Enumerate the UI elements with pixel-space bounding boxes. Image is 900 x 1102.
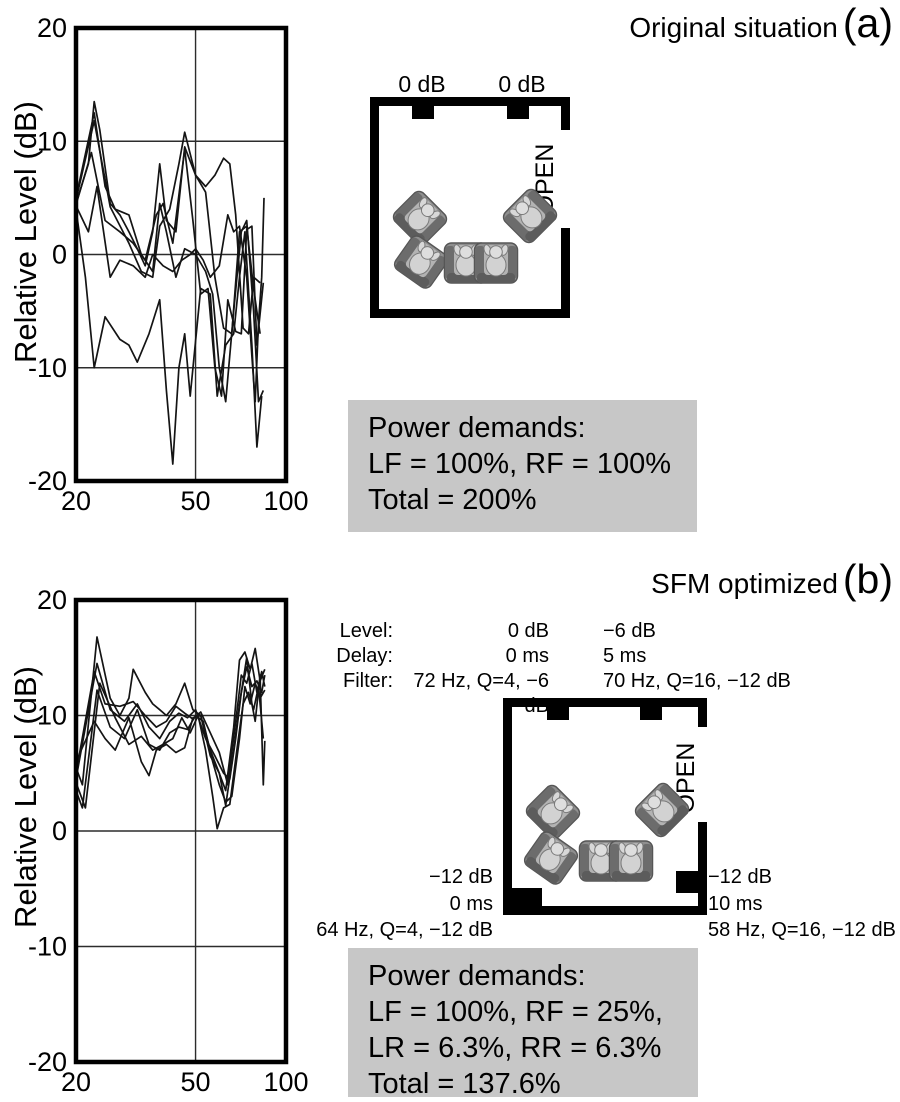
delay-row-label: Delay: — [336, 645, 393, 667]
subwoofer-front-right-b — [640, 700, 662, 720]
x-tick-label: 100 — [263, 1067, 308, 1097]
y-tick-label: -20 — [28, 466, 67, 496]
power-demands-title-a: Power demands: — [368, 412, 586, 444]
power-demands-box-a: Power demands: LF = 100%, RF = 100% Tota… — [348, 400, 697, 532]
listener-chair — [473, 242, 519, 284]
panel-a-title-text: Original situation — [629, 12, 838, 43]
power-demands-rears-b: LR = 6.3%, RR = 6.3% — [368, 1032, 662, 1064]
y-tick-label: -10 — [28, 353, 67, 383]
panel-a-title: Original situation (a) — [629, 0, 893, 47]
listener-chair — [391, 232, 451, 292]
room-a-bottom-wall — [370, 309, 570, 318]
level-row-label: Level: — [339, 620, 393, 642]
room-a-left-wall — [370, 97, 379, 318]
response-curve-seat-5 — [75, 656, 266, 807]
listener-chair — [521, 828, 581, 888]
room-b-bottom-wall — [503, 906, 707, 915]
settings-row-level: Level: 0 dB −6 dB — [330, 619, 791, 644]
panel-b-title-text: SFM optimized — [651, 568, 838, 599]
y-axis-title: Relative Level (dB) — [8, 101, 43, 363]
room-a-right-wall-upper — [561, 97, 570, 130]
level-front-left: 0 dB — [507, 620, 549, 642]
x-tick-label: 50 — [181, 1067, 211, 1097]
power-demands-box-b: Power demands: LF = 100%, RF = 25%, LR =… — [348, 948, 698, 1100]
rear-right-level: −12 dB — [708, 866, 772, 888]
subwoofer-front-right-a — [507, 99, 529, 119]
room-b-right-wall-upper — [698, 698, 707, 727]
listener-chair — [522, 781, 584, 843]
settings-row-filter: Filter: 72 Hz, Q=4, −6 dB 70 Hz, Q=16, −… — [330, 669, 791, 719]
plot-border — [73, 25, 289, 484]
room-diagram-b: OPEN — [503, 698, 707, 915]
x-tick-label: 20 — [61, 486, 91, 516]
y-axis-title: Relative Level (dB) — [8, 666, 43, 928]
y-tick-label: -10 — [28, 932, 67, 962]
x-tick-label: 20 — [61, 1067, 91, 1097]
listener-chair — [608, 840, 654, 882]
subwoofer-front-left-a — [412, 99, 434, 119]
power-demands-title-b: Power demands: — [368, 960, 586, 992]
y-tick-label: 0 — [52, 816, 67, 846]
response-curve-seat-1 — [75, 100, 261, 335]
y-tick-label: 0 — [52, 240, 67, 270]
y-tick-label: 10 — [37, 701, 67, 731]
rear-left-delay: 0 ms — [449, 892, 493, 915]
filter-row-label: Filter: — [343, 670, 393, 692]
x-tick-label: 50 — [181, 486, 211, 516]
rear-left-sub-settings: −12 dB 0 ms 64 Hz, Q=4, −12 dB — [300, 864, 493, 944]
y-tick-label: 20 — [37, 13, 67, 43]
rear-right-delay: 10 ms — [708, 892, 763, 915]
room-a-right-wall-lower — [561, 228, 570, 318]
subwoofer-rear-left-b — [512, 888, 542, 911]
room-diagram-a: 0 dB 0 dB OPEN — [370, 71, 570, 318]
power-demands-fronts-a: LF = 100%, RF = 100% — [368, 448, 672, 480]
front-left-sub-level-label-a: 0 dB — [398, 71, 445, 97]
response-curve-seat-6 — [75, 148, 265, 397]
rear-left-filter: 64 Hz, Q=4, −12 dB — [316, 919, 493, 941]
filter-front-right: 70 Hz, Q=16, −12 dB — [603, 670, 791, 692]
rear-left-level: −12 dB — [429, 866, 493, 888]
power-demands-total-b: Total = 137.6% — [368, 1068, 561, 1100]
delay-front-left: 0 ms — [505, 645, 549, 667]
panel-b-title: SFM optimized (b) — [651, 556, 893, 603]
level-front-right: −6 dB — [603, 620, 656, 642]
room-b-left-wall — [503, 698, 512, 915]
panel-b-label: (b) — [842, 556, 893, 602]
power-demands-fronts-b: LF = 100%, RF = 25%, — [368, 996, 663, 1028]
response-curve-seat-6 — [75, 662, 266, 786]
front-right-sub-level-label-a: 0 dB — [498, 71, 545, 97]
room-a-top-wall — [370, 97, 570, 106]
delay-front-right: 5 ms — [603, 645, 647, 667]
rear-right-filter: 58 Hz, Q=16, −12 dB — [708, 919, 896, 941]
subwoofer-rear-right-b — [676, 871, 698, 893]
power-demands-total-a: Total = 200% — [368, 484, 537, 516]
response-curve-seat-1 — [75, 636, 266, 792]
rear-right-sub-settings: −12 dB 10 ms 58 Hz, Q=16, −12 dB — [708, 864, 896, 944]
settings-row-delay: Delay: 0 ms 5 ms — [330, 644, 791, 669]
subwoofer-front-left-b — [547, 700, 569, 720]
panel-a-label: (a) — [842, 0, 893, 46]
room-b-top-wall — [503, 698, 707, 707]
plot-border — [73, 597, 289, 1065]
response-curve-seat-2 — [75, 112, 265, 403]
response-curve-seat-3 — [75, 209, 263, 465]
front-sub-settings: Level: 0 dB −6 dB Delay: 0 ms 5 ms Filte… — [330, 619, 791, 719]
x-tick-label: 100 — [263, 486, 308, 516]
room-b-right-wall-lower — [698, 822, 707, 915]
y-tick-label: -20 — [28, 1047, 67, 1077]
y-tick-label: 20 — [37, 585, 67, 615]
y-tick-label: 10 — [37, 126, 67, 156]
